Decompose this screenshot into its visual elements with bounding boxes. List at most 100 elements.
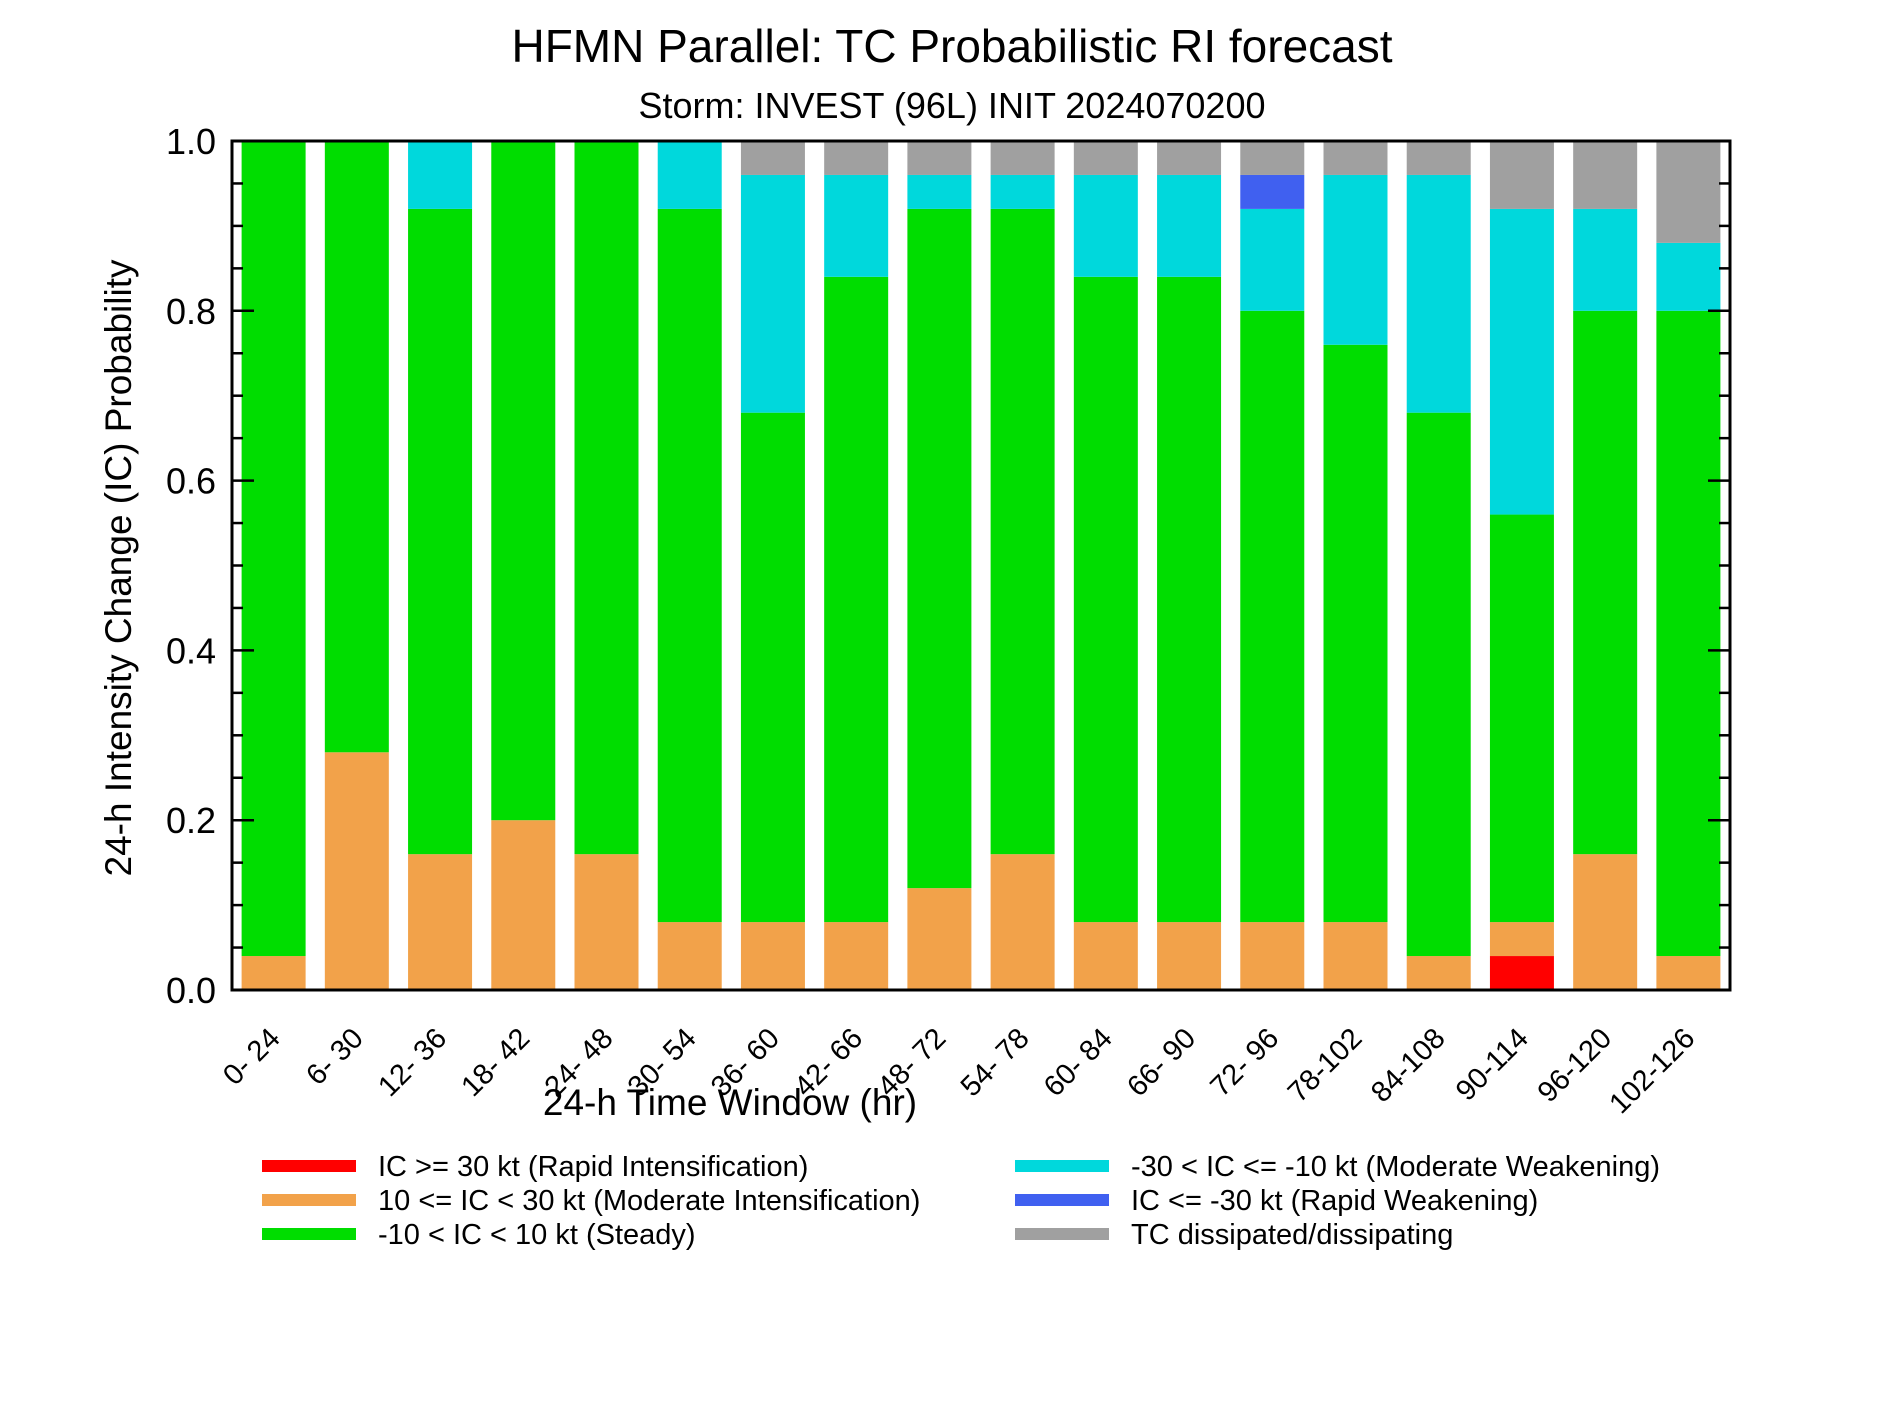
bar-segment-10-3 [990,208,1055,855]
bar-segment-18-4 [1656,242,1721,311]
bar-segment-5-3 [574,141,639,855]
bar-segment-9-6 [907,141,972,175]
x-tick-label: 6- 30 [300,1022,369,1091]
bar-segment-7-2 [740,922,805,990]
bar-segment-11-4 [1073,174,1138,277]
legend: IC >= 30 kt (Rapid Intensification)10 <=… [262,1151,1660,1251]
legend-label: IC <= -30 kt (Rapid Weakening) [1131,1185,1538,1217]
bar-segment-7-3 [740,412,805,923]
bar-segment-2-2 [324,752,389,990]
bar-segment-14-4 [1323,174,1388,345]
legend-swatch [1015,1160,1109,1172]
bar-segment-17-2 [1573,854,1638,990]
x-tick-label: 54- 78 [955,1022,1036,1103]
bar-segment-18-2 [1656,956,1721,990]
bar-segment-6-2 [657,922,722,990]
y-tick-label: 0.6 [166,461,216,502]
bar-segment-10-4 [990,174,1055,209]
bar-segment-16-1 [1489,956,1554,990]
chart-title: HFMN Parallel: TC Probabilistic RI forec… [511,20,1392,72]
legend-label: -10 < IC < 10 kt (Steady) [378,1219,696,1251]
x-tick-label: 78-102 [1282,1022,1368,1108]
y-tick-label: 0.2 [166,800,216,841]
bar-segment-5-2 [574,854,639,990]
y-axis-label: 24-h Intensity Change (IC) Probability [98,259,139,876]
bar-segment-7-6 [740,141,805,175]
x-tick-label: 18- 42 [455,1022,536,1103]
bar-segment-9-3 [907,208,972,889]
bar-segment-16-2 [1489,922,1554,957]
bar-segment-12-6 [1157,141,1222,175]
legend-swatch [1015,1228,1109,1240]
bar-segment-10-6 [990,141,1055,175]
bar-segment-9-4 [907,174,972,209]
bar-segment-13-2 [1240,922,1305,990]
chart-subtitle: Storm: INVEST (96L) INIT 2024070200 [639,85,1266,126]
bar-segment-4-3 [491,141,556,821]
bar-segment-12-2 [1157,922,1222,990]
bar-segment-1-2 [241,956,306,990]
y-tick-label: 0.0 [166,970,216,1011]
x-tick-label: 102-126 [1603,1022,1701,1120]
bar-segment-17-3 [1573,310,1638,855]
bar-segment-14-6 [1323,141,1388,175]
bar-segment-4-2 [491,820,556,990]
legend-label: -30 < IC <= -10 kt (Moderate Weakening) [1131,1151,1660,1183]
bar-segment-6-3 [657,208,722,923]
bar-segment-13-5 [1240,174,1305,209]
legend-swatch [262,1194,356,1206]
bar-segment-3-4 [408,141,473,209]
bar-segment-8-6 [824,141,889,175]
legend-swatch [1015,1194,1109,1206]
bar-segment-17-6 [1573,141,1638,209]
bar-segment-17-4 [1573,208,1638,311]
bar-segment-18-6 [1656,141,1721,243]
x-tick-label: 90-114 [1450,1022,1535,1107]
legend-swatch [262,1160,356,1172]
bar-segment-11-3 [1073,276,1138,923]
bar-segment-6-4 [657,141,722,209]
bar-segment-14-2 [1323,922,1388,990]
x-tick-label: 60- 84 [1038,1022,1119,1103]
legend-label: TC dissipated/dissipating [1131,1219,1453,1251]
bar-segment-15-3 [1406,412,1471,957]
bar-segment-10-2 [990,854,1055,990]
x-tick-label: 12- 36 [372,1022,453,1103]
y-tick-label: 1.0 [166,121,216,162]
bar-segment-9-2 [907,888,972,990]
x-tick-label: 66- 90 [1121,1022,1202,1103]
bar-segment-2-3 [324,141,389,753]
bar-segment-12-4 [1157,174,1222,277]
bar-segment-15-2 [1406,956,1471,990]
bars-layer: 0- 24 6- 30 12- 36 18- 42 24- 48 30- 54 36- 60… [217,141,1721,1120]
x-tick-label: 0- 24 [217,1022,286,1091]
legend-label: 10 <= IC < 30 kt (Moderate Intensificati… [378,1185,920,1217]
y-tick-label: 0.8 [166,291,216,332]
bar-segment-7-4 [740,174,805,413]
bar-segment-16-4 [1489,208,1554,515]
bar-segment-14-3 [1323,344,1388,923]
x-tick-label: 72- 96 [1204,1022,1285,1103]
bar-segment-13-6 [1240,141,1305,175]
x-axis-label: 24-h Time Window (hr) [543,1082,917,1123]
bar-segment-16-6 [1489,141,1554,209]
bar-segment-1-3 [241,141,306,957]
bar-segment-8-4 [824,174,889,277]
bar-segment-13-3 [1240,310,1305,923]
bar-segment-12-3 [1157,276,1222,923]
bar-segment-15-4 [1406,174,1471,413]
legend-label: IC >= 30 kt (Rapid Intensification) [378,1151,808,1183]
y-tick-label: 0.4 [166,630,216,671]
bar-segment-3-3 [408,208,473,855]
bar-segment-13-4 [1240,208,1305,311]
bar-segment-18-3 [1656,310,1721,957]
bar-segment-11-2 [1073,922,1138,990]
legend-swatch [262,1228,356,1240]
bar-segment-16-3 [1489,514,1554,923]
bar-segment-11-6 [1073,141,1138,175]
bar-segment-15-6 [1406,141,1471,175]
axis-layer: 0.0 0.2 0.4 0.6 0.8 1.0 [166,121,1732,1011]
bar-segment-3-2 [408,854,473,990]
